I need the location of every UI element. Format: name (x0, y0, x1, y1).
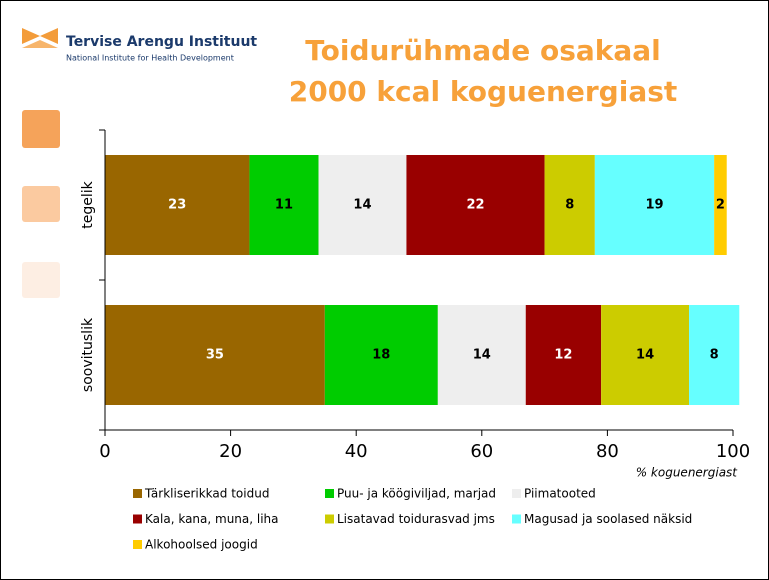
legend-label: Magusad ja soolased näksid (524, 512, 692, 526)
x-tick-label: 20 (219, 441, 242, 462)
bar-segment (689, 305, 740, 405)
value-label: 35 (206, 348, 224, 363)
value-label: 11 (275, 198, 293, 213)
decor (22, 262, 60, 298)
legend-swatch (133, 540, 142, 549)
bar-segment (105, 305, 325, 405)
x-tick-label: 60 (470, 441, 493, 462)
legend-label: Lisatavad toidurasvad jms (337, 512, 495, 526)
bar-segment (105, 155, 250, 255)
chart-title: Toidurühmade osakaal (305, 34, 661, 67)
legend-swatch (133, 489, 142, 498)
logo: Tervise Arengu Instituut National Instit… (22, 28, 257, 63)
value-label: 22 (466, 198, 484, 213)
bar-segment (525, 305, 602, 405)
legend-label: Alkohoolsed joogid (145, 538, 258, 552)
legend-swatch (133, 514, 142, 524)
value-label: 23 (168, 198, 186, 213)
x-axis-label: % koguenergiast (636, 466, 739, 480)
bar-segment (437, 305, 526, 405)
value-label: 2 (716, 198, 725, 213)
bar-segment (594, 155, 715, 255)
x-tick-label: 100 (716, 441, 750, 462)
bar-segment (324, 305, 438, 405)
legend-swatch (325, 489, 334, 498)
legend-label: Piimatooted (524, 487, 596, 501)
legend-swatch (325, 514, 334, 524)
value-label: 8 (710, 348, 719, 363)
decor (22, 110, 60, 148)
x-tick-label: 40 (345, 441, 368, 462)
chart-subtitle: 2000 kcal koguenergiast (289, 75, 678, 108)
logo-subtitle: National Institute for Health Developmen… (66, 54, 234, 63)
bar-segment (406, 155, 545, 255)
value-label: 14 (473, 348, 491, 363)
decor (22, 186, 60, 222)
y-tick-label: soovituslik (80, 317, 96, 392)
bar-segment (249, 155, 319, 255)
legend-label: Puu- ja köögiviljad, marjad (337, 487, 496, 501)
legend-label: Kala, kana, muna, liha (145, 512, 279, 526)
bar-segment (544, 155, 595, 255)
bar-segment (714, 155, 727, 255)
legend-label: Tärkliserikkad toidud (144, 487, 269, 501)
value-label: 8 (565, 198, 574, 213)
bar-segment (318, 155, 407, 255)
value-label: 19 (645, 198, 663, 213)
value-label: 14 (636, 348, 654, 363)
value-label: 14 (353, 198, 371, 213)
legend-swatch (512, 489, 521, 498)
value-label: 18 (372, 348, 390, 363)
bar-segment (601, 305, 690, 405)
legend-swatch (512, 514, 521, 524)
x-tick-label: 80 (596, 441, 619, 462)
x-tick-label: 0 (99, 441, 110, 462)
logo-name: Tervise Arengu Instituut (66, 34, 257, 50)
y-tick-label: tegelik (80, 180, 96, 228)
value-label: 12 (554, 348, 572, 363)
